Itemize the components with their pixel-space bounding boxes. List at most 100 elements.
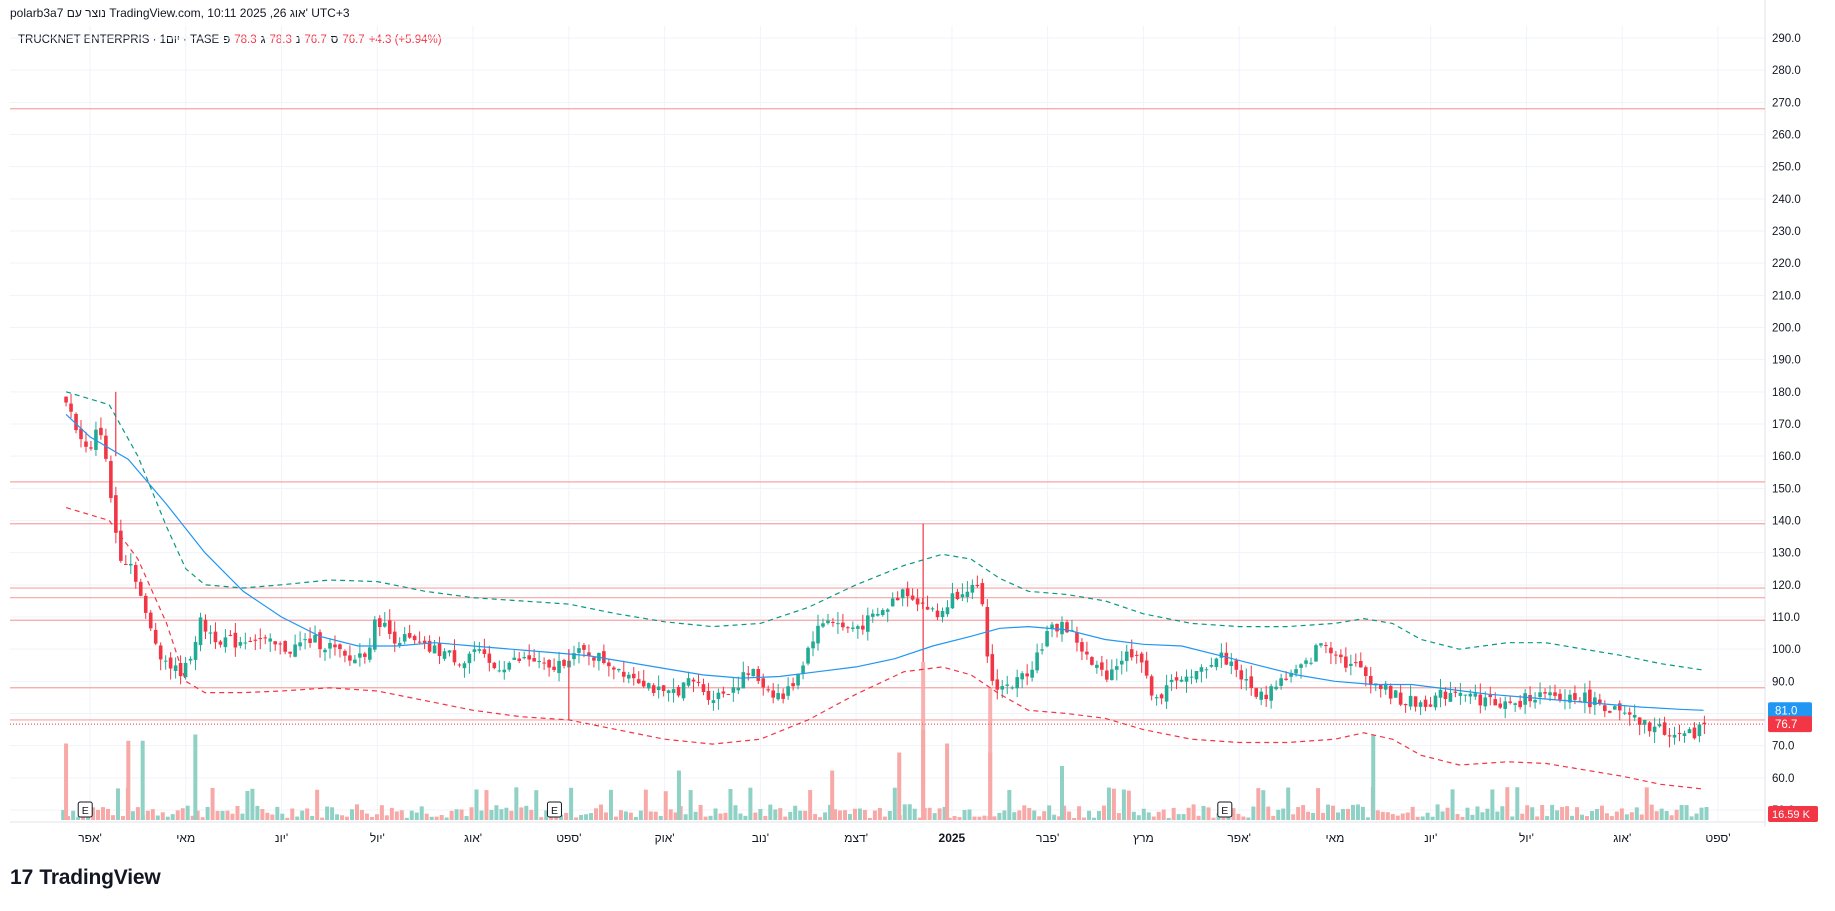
volume-bar <box>862 810 867 820</box>
volume-bar <box>1082 817 1087 820</box>
price-tick-label: 210.0 <box>1772 290 1801 302</box>
volume-bar <box>1639 814 1644 820</box>
volume-bar <box>1360 806 1365 820</box>
candle-body <box>1045 631 1049 647</box>
candle-body <box>1423 699 1428 707</box>
price-tick-label: 100.0 <box>1772 644 1801 656</box>
volume-bar <box>61 810 66 820</box>
ma-price-tag-text: 81.0 <box>1775 705 1797 717</box>
volume-bar <box>180 808 185 820</box>
candle-body <box>970 584 975 593</box>
volume-bar <box>280 813 285 820</box>
candle-body <box>547 660 551 668</box>
candle-body <box>990 654 995 681</box>
volume-bar <box>932 813 937 820</box>
candle-body <box>437 643 442 657</box>
candle-body <box>646 683 651 689</box>
volume-bar <box>1355 804 1360 820</box>
time-tick-label: יונ' <box>1424 831 1437 845</box>
volume-bar <box>126 740 131 820</box>
volume-bar <box>1027 808 1032 820</box>
volume-bar <box>300 810 305 820</box>
candle-body <box>1687 729 1692 734</box>
candle-body <box>1269 686 1273 701</box>
volume-bar <box>1485 808 1490 820</box>
volume-bar <box>1146 812 1151 820</box>
volume-bar <box>1336 812 1341 820</box>
volume-bar <box>1390 814 1395 820</box>
candle-body <box>1403 704 1408 706</box>
candle-body <box>861 625 865 630</box>
volume-bar <box>1594 809 1599 820</box>
candle-body <box>1129 649 1134 658</box>
candle-body <box>1304 660 1308 664</box>
candle-body <box>1144 660 1149 676</box>
volume-bar <box>1062 805 1067 820</box>
volume-tag-bg <box>1768 806 1818 822</box>
candle-body <box>1617 703 1622 711</box>
candle-body <box>626 674 631 679</box>
volume-bar <box>633 817 638 820</box>
volume-bar <box>1261 790 1266 820</box>
volume-bar <box>404 817 409 820</box>
volume-bar <box>335 814 340 820</box>
candle-body <box>1284 678 1288 680</box>
volume-bar <box>1425 812 1430 820</box>
earnings-marker-text: E <box>1221 805 1228 817</box>
candle-body <box>233 632 238 648</box>
candle-body <box>846 627 850 629</box>
candle-body <box>228 634 233 636</box>
volume-bar <box>1455 813 1460 820</box>
volume-bar <box>663 791 668 820</box>
candle-body <box>641 680 646 687</box>
price-tick-label: 110.0 <box>1772 612 1800 624</box>
candle-body <box>517 658 522 661</box>
volume-bar <box>1296 807 1301 820</box>
volume-bar <box>1326 804 1331 820</box>
candle-body <box>1324 645 1328 647</box>
symbol-legend[interactable]: TRUCKNET ENTERPRIS · 1יום · TASE פ 78.3 ג… <box>18 34 442 46</box>
candle-body <box>143 595 148 613</box>
candle-body <box>1139 653 1144 663</box>
time-tick-label: אוק' <box>655 831 675 845</box>
volume-bar <box>225 810 230 820</box>
candle-body <box>208 632 213 634</box>
tradingview-brand[interactable]: 17 TradingView <box>10 866 161 890</box>
candle-body <box>1149 676 1154 696</box>
candle-body <box>666 690 671 693</box>
volume-bar <box>788 811 793 820</box>
candle-body <box>1702 722 1707 725</box>
volume-bar <box>250 788 255 820</box>
open-label: פ <box>223 34 231 46</box>
volume-bar <box>330 807 335 820</box>
volume-bar <box>449 810 454 820</box>
high-value: 78.3 <box>269 34 292 46</box>
volume-bar <box>345 816 350 820</box>
volume-bar <box>1629 812 1634 820</box>
candle-body <box>1677 732 1682 734</box>
volume-bar <box>230 813 235 820</box>
last-price-tag-text: 76.7 <box>1775 719 1797 731</box>
ma-price-tag: 81.0 <box>1768 702 1812 719</box>
volume-bar <box>768 804 773 820</box>
candle-body <box>1279 678 1283 686</box>
volume-bar <box>1604 813 1609 820</box>
candle-body <box>1124 651 1129 662</box>
candle-body <box>831 621 835 623</box>
candle-body <box>1568 694 1572 703</box>
candle-body <box>482 649 487 655</box>
volume-bar <box>1644 787 1649 820</box>
candle-body <box>1388 685 1393 699</box>
candle-body <box>1672 734 1677 738</box>
candle-body <box>1095 664 1099 668</box>
volume-bar <box>1316 788 1321 820</box>
volume-bar <box>942 806 947 820</box>
candle-body <box>417 641 422 643</box>
candle-body <box>1642 719 1647 725</box>
candle-body <box>1523 693 1527 705</box>
candle-body <box>866 615 870 632</box>
candle-body <box>915 598 920 605</box>
volume-bar <box>1584 816 1589 820</box>
volume-bar <box>584 814 589 820</box>
